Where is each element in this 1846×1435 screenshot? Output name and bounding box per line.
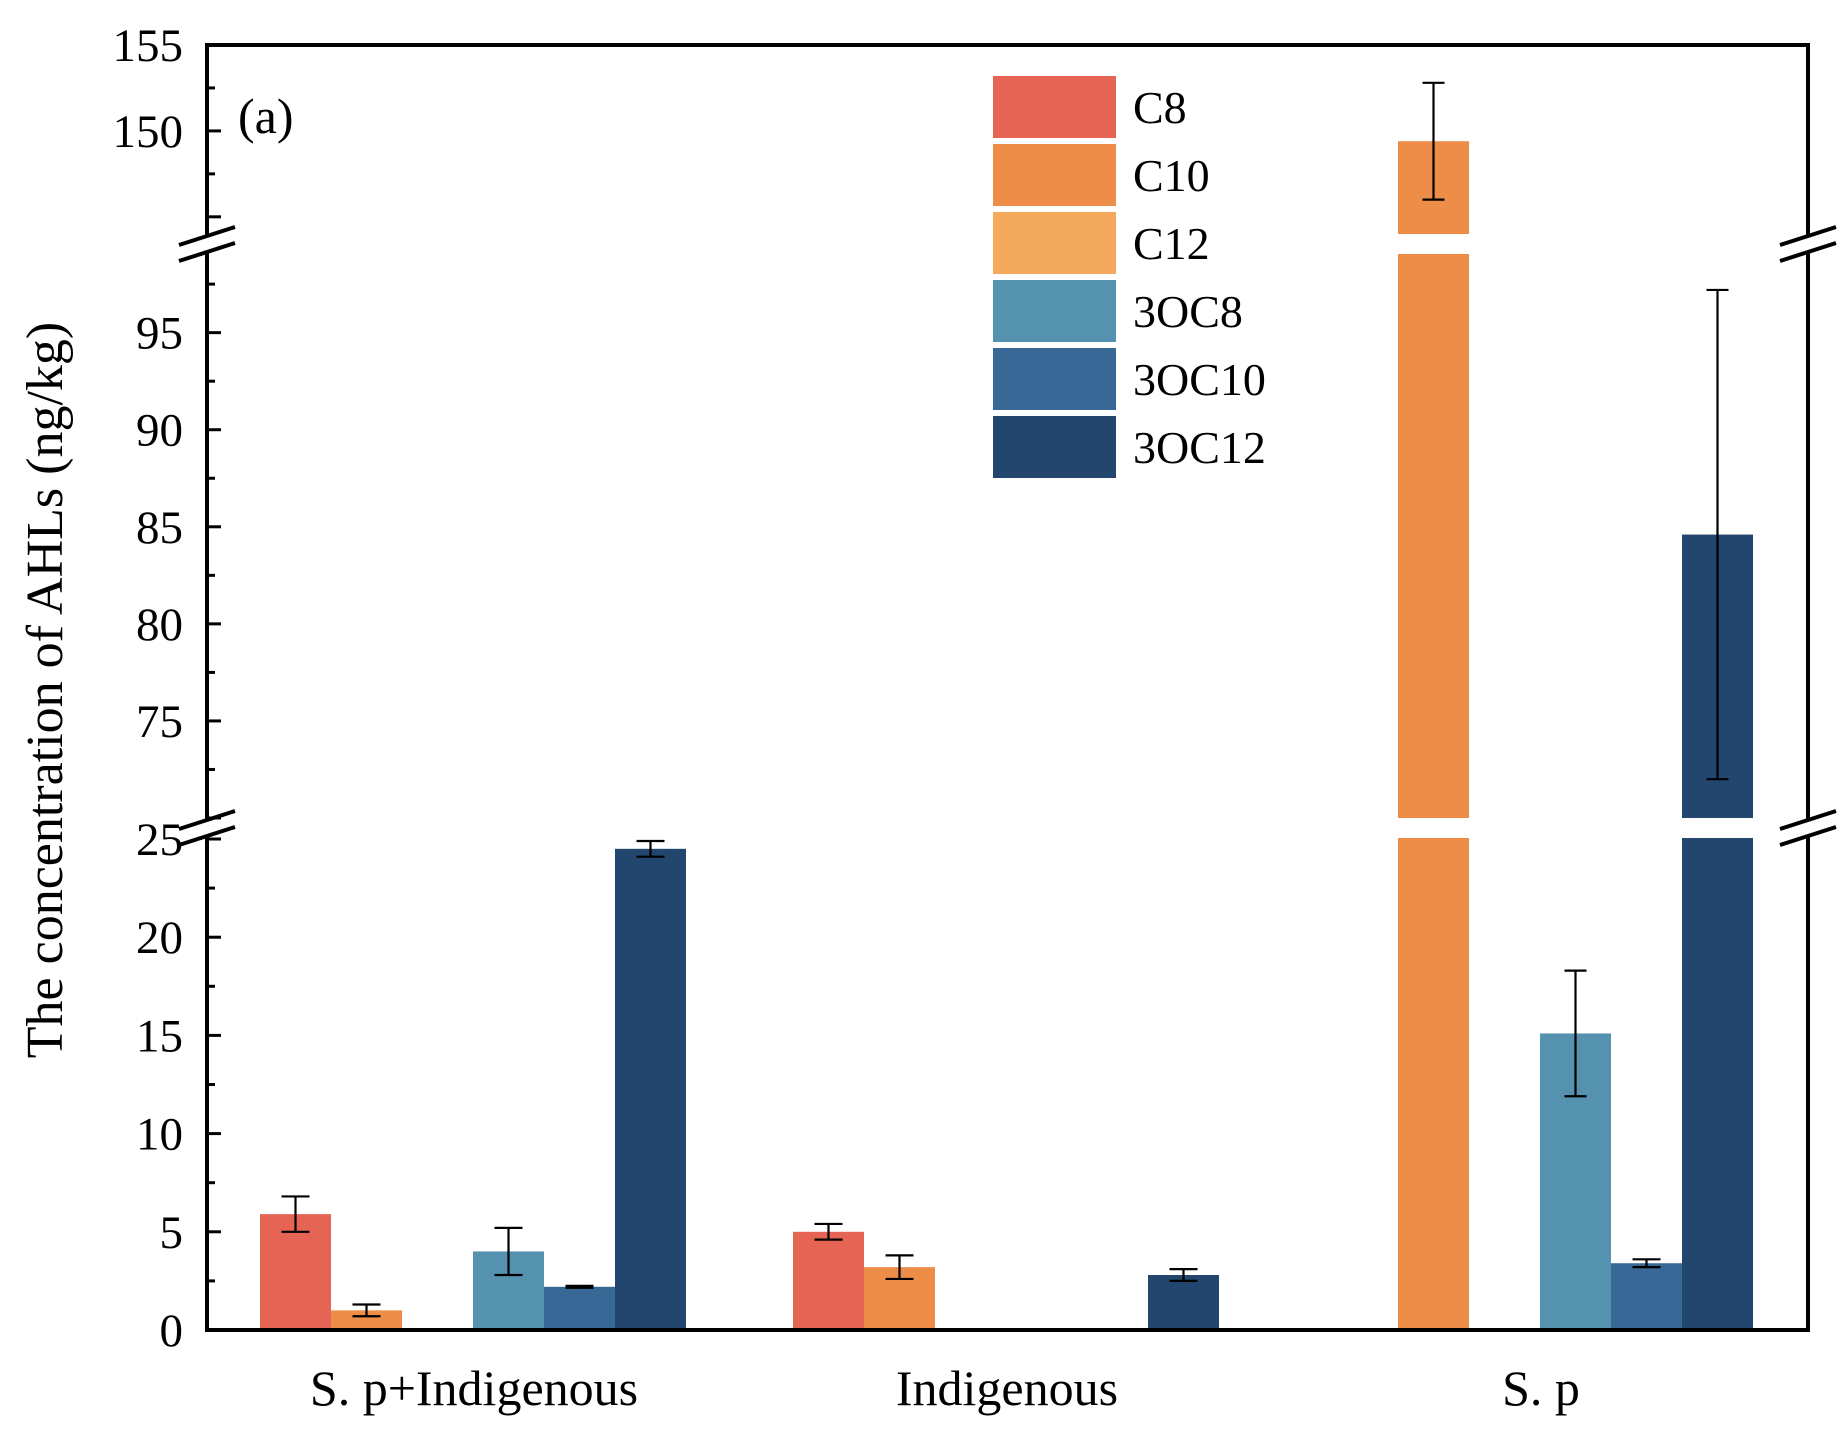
- legend-label-3OC8: 3OC8: [1133, 286, 1243, 337]
- break-slash: [1779, 809, 1837, 831]
- legend-swatch-3OC8: [993, 280, 1116, 342]
- y-tick-label: 85: [136, 502, 183, 554]
- legend-label-3OC10: 3OC10: [1133, 354, 1266, 405]
- y-tick-label: 75: [136, 696, 183, 748]
- x-category-label: S. p+Indigenous: [310, 1360, 638, 1416]
- break-slash: [178, 241, 236, 263]
- y-tick-label: 15: [136, 1010, 183, 1062]
- break-slash: [178, 225, 236, 247]
- break-gap: [1804, 235, 1812, 253]
- bar-3OC12-0: [615, 848, 686, 1330]
- y-tick-label: 95: [136, 308, 183, 360]
- y-tick-label: 150: [113, 106, 184, 158]
- bar-C8-1: [793, 1231, 864, 1330]
- y-tick-label: 80: [136, 599, 183, 651]
- y-tick-label: 10: [136, 1109, 183, 1161]
- break-slash: [1779, 225, 1837, 247]
- legend: C8 C10 C12 3OC8 3OC10 3OC12: [993, 76, 1266, 478]
- legend-swatch-C8: [993, 76, 1116, 138]
- break-slash: [1779, 825, 1837, 847]
- break-gap: [203, 819, 211, 837]
- y-axis: 0 5 10 15 20 25 75 80 85 90 95 150 155: [113, 20, 221, 1357]
- y-axis-label: The concentration of AHLs (ng/kg): [17, 322, 74, 1058]
- y-tick-label: 25: [136, 814, 183, 866]
- legend-label-C12: C12: [1133, 218, 1210, 269]
- bar-break-gap: [1397, 234, 1470, 254]
- axis-breaks: [178, 225, 1837, 847]
- break-gap: [203, 235, 211, 253]
- x-category-label: Indigenous: [896, 1360, 1118, 1416]
- legend-swatch-3OC12: [993, 416, 1116, 478]
- y-tick-label: 90: [136, 405, 183, 457]
- bar-3OC12-1: [1148, 1275, 1219, 1330]
- y-tick-label: 5: [160, 1207, 184, 1259]
- y-tick-label: 20: [136, 912, 183, 964]
- legend-swatch-3OC10: [993, 348, 1116, 410]
- bar-break-gap: [1397, 818, 1470, 838]
- legend-swatch-C10: [993, 144, 1116, 206]
- bar-C10-2: [1398, 141, 1469, 1331]
- break-gap: [1804, 819, 1812, 837]
- error-bars-group: [281, 81, 1729, 1330]
- panel-label: (a): [238, 88, 294, 144]
- y-tick-label: 155: [113, 20, 184, 72]
- break-slash: [178, 825, 236, 847]
- bar-3OC10-2: [1611, 1263, 1682, 1330]
- legend-swatch-C12: [993, 212, 1116, 274]
- y-tick-label: 0: [160, 1305, 184, 1357]
- bar-3OC10-0: [544, 1286, 615, 1330]
- legend-label-C8: C8: [1133, 82, 1187, 133]
- plot-frame: [205, 43, 1810, 1332]
- bars-group: [260, 141, 1754, 1331]
- bar-break-gap: [1681, 818, 1754, 838]
- x-category-label: S. p: [1502, 1360, 1580, 1416]
- x-axis: S. p+Indigenous Indigenous S. p: [310, 1360, 1580, 1416]
- break-slash: [178, 809, 236, 831]
- bar-C10-0: [331, 1310, 402, 1330]
- legend-label-3OC12: 3OC12: [1133, 422, 1266, 473]
- break-slash: [1779, 241, 1837, 263]
- bar-C8-0: [260, 1214, 331, 1330]
- legend-label-C10: C10: [1133, 150, 1210, 201]
